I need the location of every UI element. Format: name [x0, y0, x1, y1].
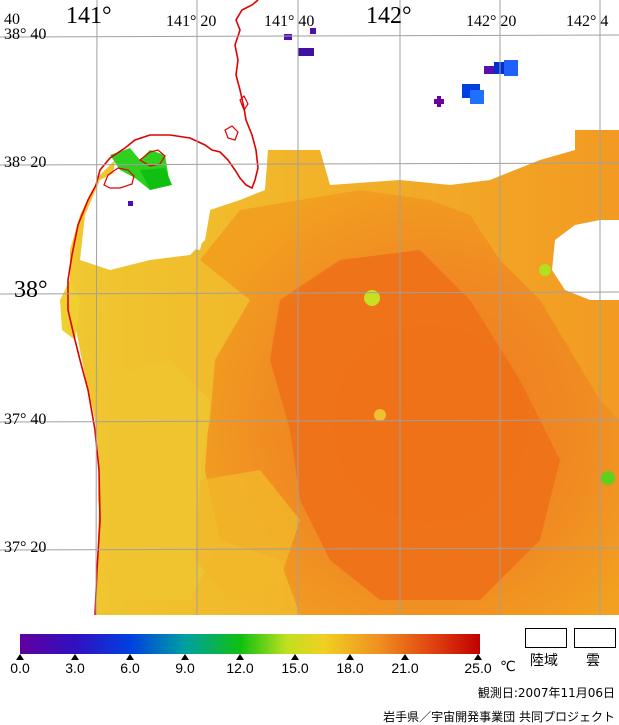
tick-label: 25.0: [464, 660, 492, 676]
tick-mark: [126, 654, 134, 660]
tick-label: 9.0: [175, 660, 195, 676]
coastline: [67, 0, 259, 615]
observation-date: 観測日:2007年11月06日: [477, 686, 615, 700]
lon-label-left-edge: 40: [4, 11, 20, 28]
lat-label-37-20: 37° 20: [4, 539, 47, 556]
tick-mark: [291, 654, 299, 660]
tick-label: 18.0: [336, 660, 364, 676]
cloud-swatch: [574, 628, 616, 648]
tick-mark: [474, 654, 482, 660]
tick-label: 3.0: [65, 660, 85, 676]
tick-label: 21.0: [391, 660, 419, 676]
land-label: 陸域: [530, 653, 558, 669]
lat-label-38-20: 38° 20: [4, 154, 47, 171]
lat-label-38-40: 38° 40: [4, 26, 47, 43]
lon-label-142-40: 142° 4: [566, 13, 609, 30]
tick-label: 15.0: [281, 660, 309, 676]
lat-label-38: 38°: [14, 277, 48, 303]
lon-label-141-40: 141° 40: [264, 13, 315, 30]
tick-mark: [16, 654, 24, 660]
temperature-field: [60, 130, 619, 615]
tick-mark: [181, 654, 189, 660]
tick-label: 12.0: [226, 660, 254, 676]
tick-mark: [401, 654, 409, 660]
lat-label-37-40: 37° 40: [4, 411, 47, 428]
lon-label-142-20: 142° 20: [466, 13, 517, 30]
lon-label-142: 142°: [366, 3, 412, 29]
credit-text: 岩手県／宇宙開発事業団 共同プロジェクト: [383, 710, 615, 724]
lat-lon-grid: [0, 0, 619, 615]
tick-mark: [236, 654, 244, 660]
tick-label: 6.0: [120, 660, 140, 676]
tick-label: 0.0: [10, 660, 30, 676]
tick-mark: [346, 654, 354, 660]
tick-mark: [71, 654, 79, 660]
cloud-label: 雲: [586, 653, 600, 669]
cold-patches: [128, 28, 518, 206]
lon-label-141: 141°: [66, 3, 112, 29]
temperature-color-scale: [20, 634, 480, 654]
land-swatch: [525, 628, 567, 648]
bay-temperature-patch: [110, 148, 172, 190]
lon-label-141-20: 141° 20: [166, 13, 217, 30]
sea-surface-temperature-map: [0, 0, 619, 615]
unit-label: ℃: [500, 659, 516, 675]
